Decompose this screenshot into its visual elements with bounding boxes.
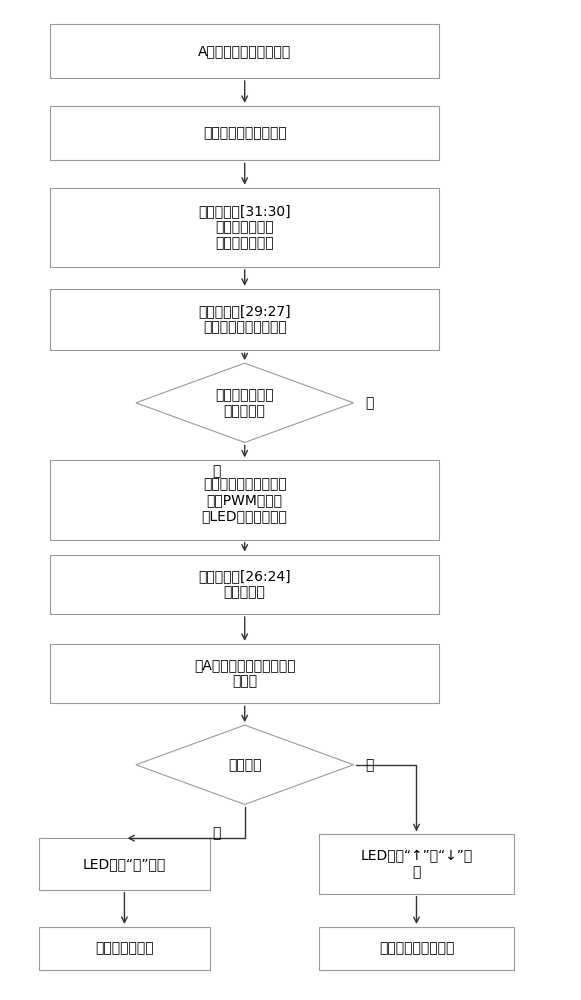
Text: A类基站与车辆通信连接: A类基站与车辆通信连接 [198,44,291,58]
Polygon shape [136,363,353,442]
Polygon shape [136,725,353,804]
FancyBboxPatch shape [50,555,439,614]
Text: 读取信息的[31:30]
指示灯颜色色块
分组编号标志位: 读取信息的[31:30] 指示灯颜色色块 分组编号标志位 [198,204,291,250]
FancyBboxPatch shape [50,188,439,267]
Text: 层数相同: 层数相同 [228,758,261,772]
FancyBboxPatch shape [38,927,210,970]
FancyBboxPatch shape [50,24,439,78]
Text: LED显示“↑”或“↓”标
志: LED显示“↑”或“↓”标 志 [360,849,472,879]
Text: 驾驶员没有改变
指示灯颜色: 驾驶员没有改变 指示灯颜色 [216,388,274,418]
Text: 读取信息的[26:24]
层数标志位: 读取信息的[26:24] 层数标志位 [198,569,291,599]
Text: LED显示“＝”标志: LED显示“＝”标志 [83,857,166,871]
Text: 否: 否 [365,396,374,410]
FancyBboxPatch shape [319,834,514,894]
Text: 读取信息的[29:27]
指示灯颜色编号标志位: 读取信息的[29:27] 指示灯颜色编号标志位 [198,304,291,335]
Text: 接收蓝牙卡推送的信息: 接收蓝牙卡推送的信息 [203,126,286,140]
FancyBboxPatch shape [38,838,210,890]
Text: 否: 否 [365,758,374,772]
FancyBboxPatch shape [50,106,439,160]
Text: 是: 是 [212,826,220,840]
FancyBboxPatch shape [319,927,514,970]
FancyBboxPatch shape [50,460,439,540]
Text: 与A类蓝牙基站的层数特性
值比较: 与A类蓝牙基站的层数特性 值比较 [194,658,296,689]
Text: 是: 是 [212,464,220,478]
Text: 车辆继续向上或向下: 车辆继续向上或向下 [379,941,454,955]
Text: 车辆驶入该楼层: 车辆驶入该楼层 [95,941,154,955]
FancyBboxPatch shape [50,644,439,703]
Text: 检索相应的颜色特性值
调整PWM输出值
使LED显示对应颜色: 检索相应的颜色特性值 调整PWM输出值 使LED显示对应颜色 [202,477,288,523]
FancyBboxPatch shape [50,289,439,350]
